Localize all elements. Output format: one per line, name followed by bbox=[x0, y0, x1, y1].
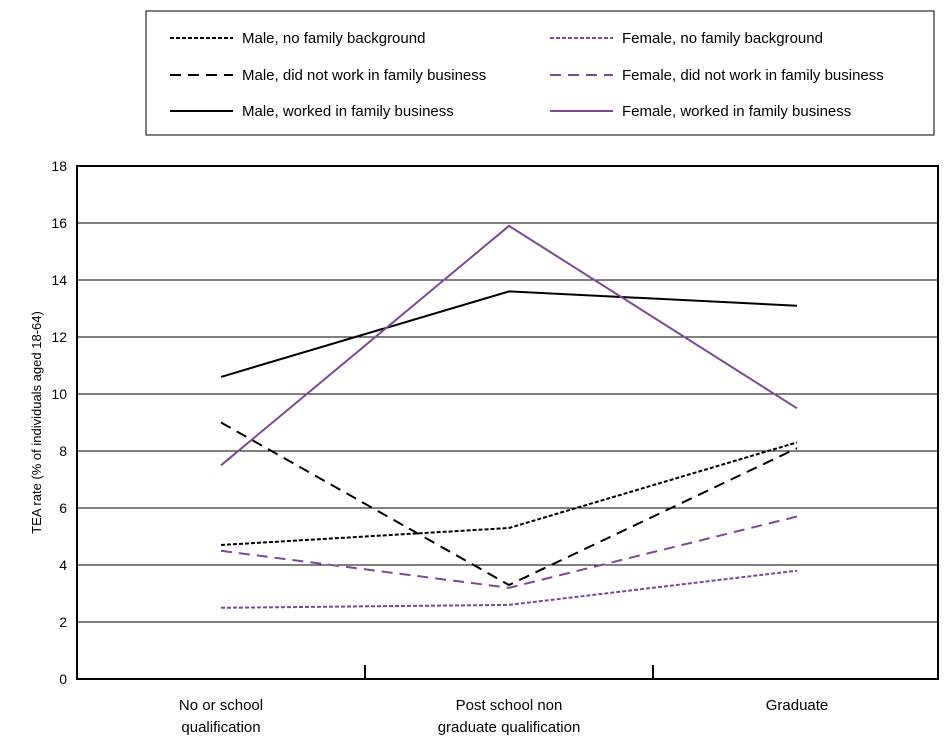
series-line bbox=[220, 515, 798, 589]
legend-label: Male, did not work in family business bbox=[242, 67, 486, 84]
series-line bbox=[220, 421, 798, 587]
y-tick-label: 8 bbox=[59, 443, 67, 459]
plot-frame bbox=[76, 165, 939, 680]
x-category-label: Post school non bbox=[456, 697, 563, 714]
x-category-label: graduate qualification bbox=[438, 719, 581, 736]
legend-label: Male, worked in family business bbox=[242, 103, 454, 120]
y-tick-label: 18 bbox=[51, 158, 67, 174]
legend-label: Female, did not work in family business bbox=[622, 67, 884, 84]
y-tick-label: 14 bbox=[51, 272, 67, 288]
x-category-label: qualification bbox=[181, 719, 260, 736]
legend-label: Male, no family background bbox=[242, 30, 425, 47]
y-axis-title: TEA rate (% of individuals aged 18-64) bbox=[29, 311, 44, 534]
series-line bbox=[220, 290, 798, 378]
legend: Male, no family background Male, did not … bbox=[145, 10, 935, 136]
legend-label: Female, worked in family business bbox=[622, 103, 851, 120]
y-tick-label: 2 bbox=[59, 614, 67, 630]
y-tick-label: 10 bbox=[51, 386, 67, 402]
series-line bbox=[220, 569, 798, 609]
x-category-label: Graduate bbox=[766, 697, 829, 714]
y-tick-label: 0 bbox=[59, 671, 67, 687]
series-line bbox=[220, 441, 798, 546]
plot-area: 0 2 4 6 8 10 12 14 16 18 No or school qualification… bbox=[29, 158, 939, 736]
series-line bbox=[220, 224, 798, 467]
y-tick-label: 12 bbox=[51, 329, 67, 345]
legend-label: Female, no family background bbox=[622, 30, 823, 47]
y-tick-label: 16 bbox=[51, 215, 67, 231]
x-category-label: No or school bbox=[179, 697, 263, 714]
y-tick-label: 4 bbox=[59, 557, 67, 573]
legend-box bbox=[145, 10, 935, 136]
y-tick-label: 6 bbox=[59, 500, 67, 516]
